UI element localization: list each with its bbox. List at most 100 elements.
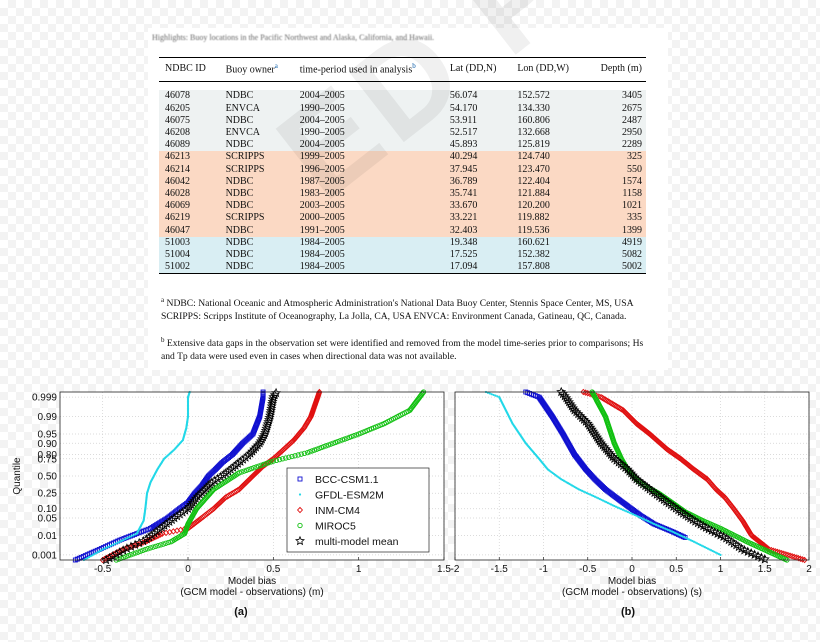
legend-entry: INM-CM4 [315, 505, 360, 517]
data-point [248, 465, 255, 472]
data-point [759, 554, 770, 564]
cell-owner: NDBC [219, 200, 294, 213]
cell-owner: SCRIPPS [219, 163, 294, 176]
data-point [613, 504, 616, 508]
data-point [736, 543, 747, 553]
data-point [289, 453, 295, 460]
cell-period: 1984–2005 [293, 248, 444, 262]
legend-marker [297, 476, 303, 482]
data-point [125, 552, 132, 559]
table-row: 46028 NDBC 1983–2005 35.741 121.884 1158 [159, 187, 646, 201]
cell-period: 2004–2005 [293, 90, 444, 103]
data-point [155, 532, 162, 539]
data-point [703, 523, 714, 534]
cell-lon: 122.404 [511, 175, 585, 188]
x-tick-label: 0.5 [669, 564, 683, 575]
cell-depth: 550 [584, 163, 646, 176]
x-tick-label: 1 [718, 564, 724, 575]
data-point [163, 540, 169, 546]
legend-marker [296, 506, 304, 514]
cell-depth: 5082 [584, 248, 646, 262]
data-point [314, 446, 320, 452]
cell-lat: 17.525 [443, 248, 512, 262]
cell-ndbc-id: 46028 [159, 187, 220, 201]
data-point [107, 550, 118, 561]
table-header-row: NDBC ID Buoy ownera time-period used in … [159, 56, 646, 83]
data-point [569, 405, 580, 415]
data-point [349, 433, 355, 440]
data-point [492, 393, 495, 397]
y-tick-label: 0.80 [38, 450, 58, 461]
header-depth: Depth (m) [584, 56, 646, 83]
data-point [597, 439, 608, 450]
data-point [561, 392, 572, 403]
cell-lat: 32.403 [443, 224, 512, 237]
data-point [621, 508, 624, 511]
data-point [89, 555, 92, 558]
series-gfdl-esm2m [484, 390, 722, 556]
data-point [668, 529, 672, 532]
data-point [323, 443, 329, 449]
chart-panel-b: -2 -1.5 -1 -0.5 0 0.5 1 1.5 2 Model bias(GCM mode… [451, 386, 812, 618]
data-point [325, 442, 332, 448]
cell-period: 2003–2005 [293, 200, 444, 213]
data-point [596, 438, 607, 448]
legend-entry: multi-model mean [315, 536, 399, 548]
cell-ndbc-id: 46047 [159, 224, 220, 237]
data-point [286, 454, 292, 460]
data-point [316, 445, 322, 452]
cell-owner: NDBC [219, 90, 294, 103]
data-point [109, 544, 112, 548]
data-point [135, 549, 141, 555]
series-gfdl-esm2m [82, 390, 191, 562]
x-tick-label: -2 [451, 564, 460, 575]
data-point [130, 551, 136, 557]
data-point [99, 549, 103, 552]
data-point [620, 507, 623, 511]
x-tick-label: 0 [629, 564, 635, 575]
data-point [292, 453, 298, 459]
x-tick-label: -1 [539, 564, 548, 575]
data-point [301, 450, 308, 457]
data-point [93, 553, 96, 556]
cell-period: 2004–2005 [293, 114, 444, 127]
data-point [99, 556, 106, 564]
data-point [633, 513, 636, 517]
data-point [127, 543, 134, 551]
legend-entry: MIROC5 [315, 520, 356, 532]
header-ndbc-id: NDBC ID [159, 56, 220, 83]
data-point [114, 547, 125, 557]
x-axis-label: Model bias [608, 576, 656, 587]
cell-owner: NDBC [219, 261, 294, 275]
data-point [107, 545, 110, 549]
data-point [133, 550, 139, 556]
table-row: 51004 NDBC 1984–2005 17.525 152.382 5082 [159, 248, 646, 262]
data-point [490, 393, 493, 396]
table-row: 51003 NDBC 1984–2005 19.348 160.621 4919 [159, 236, 646, 249]
data-point [623, 509, 626, 512]
data-point [353, 432, 359, 438]
legend-marker [297, 522, 303, 529]
buoy-table: NDBC ID Buoy ownera time-period used in … [159, 56, 646, 275]
x-tick-label: 0.5 [266, 564, 280, 575]
data-point [801, 556, 808, 564]
data-point [114, 542, 118, 545]
data-point [94, 552, 97, 555]
x-tick-label: -1.5 [491, 564, 509, 575]
data-point [661, 526, 665, 529]
data-point [658, 525, 661, 528]
data-point [609, 400, 616, 407]
legend-marker [295, 535, 305, 546]
data-point [330, 440, 336, 446]
data-point [562, 394, 573, 405]
cell-ndbc-id: 46214 [159, 163, 220, 176]
data-point [236, 470, 242, 476]
data-point [111, 544, 114, 547]
data-point [311, 447, 318, 453]
table-row: 46042 NDBC 1987–2005 36.789 122.404 1574 [159, 175, 646, 188]
cell-depth: 1021 [584, 200, 646, 213]
data-point [251, 465, 257, 471]
data-point [626, 468, 637, 478]
data-point [617, 405, 624, 412]
data-point [630, 512, 633, 515]
